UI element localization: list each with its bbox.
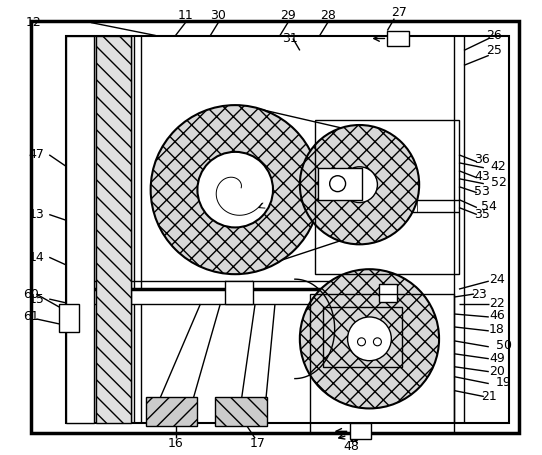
- Text: 20: 20: [489, 365, 505, 378]
- Text: 48: 48: [344, 440, 359, 453]
- Text: 12: 12: [25, 16, 41, 29]
- Bar: [59, 304, 79, 332]
- Circle shape: [341, 167, 377, 202]
- Text: 11: 11: [178, 9, 193, 22]
- Text: 60: 60: [23, 288, 39, 301]
- Text: 53: 53: [474, 185, 490, 198]
- Bar: [146, 396, 197, 426]
- Text: 13: 13: [28, 208, 44, 221]
- Bar: [322, 307, 402, 367]
- Bar: [315, 120, 459, 274]
- Text: 42: 42: [491, 160, 507, 173]
- Text: 18: 18: [489, 324, 505, 336]
- Text: 15: 15: [28, 293, 44, 306]
- Text: 50: 50: [496, 339, 512, 352]
- Text: C: C: [358, 332, 365, 342]
- Text: 49: 49: [489, 352, 505, 365]
- Text: 17: 17: [250, 437, 266, 450]
- Circle shape: [347, 317, 391, 361]
- Text: 61: 61: [23, 310, 39, 324]
- Bar: [310, 294, 454, 433]
- Text: A: A: [254, 182, 262, 192]
- Text: 36: 36: [474, 153, 490, 167]
- Bar: [66, 35, 94, 423]
- Text: 30: 30: [210, 9, 226, 22]
- Text: 14: 14: [28, 251, 44, 264]
- Bar: [215, 396, 267, 426]
- Circle shape: [197, 152, 273, 228]
- Text: 46: 46: [489, 309, 505, 323]
- Text: 35: 35: [474, 208, 490, 221]
- Circle shape: [330, 176, 346, 192]
- Text: 47: 47: [28, 148, 44, 162]
- Circle shape: [151, 105, 320, 274]
- Text: 23: 23: [471, 288, 487, 301]
- Circle shape: [300, 125, 419, 244]
- Text: 21: 21: [481, 390, 496, 403]
- Bar: [96, 35, 131, 423]
- Text: 16: 16: [167, 437, 183, 450]
- Text: 43: 43: [474, 170, 490, 183]
- Text: 52: 52: [491, 176, 507, 189]
- Text: 54: 54: [481, 200, 496, 213]
- Text: 25: 25: [486, 44, 502, 57]
- Text: 29: 29: [280, 9, 296, 22]
- Text: B: B: [350, 432, 359, 445]
- Circle shape: [358, 338, 365, 346]
- Circle shape: [300, 269, 439, 409]
- Circle shape: [373, 338, 382, 346]
- Bar: [225, 281, 253, 304]
- Bar: [66, 35, 509, 423]
- Bar: [379, 284, 397, 302]
- Bar: [388, 30, 409, 46]
- Bar: [350, 423, 371, 439]
- Text: 27: 27: [391, 6, 407, 19]
- Text: 28: 28: [320, 9, 335, 22]
- Text: A: A: [212, 182, 220, 192]
- Bar: [318, 168, 363, 200]
- Text: 31: 31: [282, 32, 298, 45]
- Text: 26: 26: [486, 29, 502, 42]
- Text: 24: 24: [489, 273, 505, 286]
- Text: 19: 19: [496, 376, 512, 389]
- Text: 22: 22: [489, 297, 505, 309]
